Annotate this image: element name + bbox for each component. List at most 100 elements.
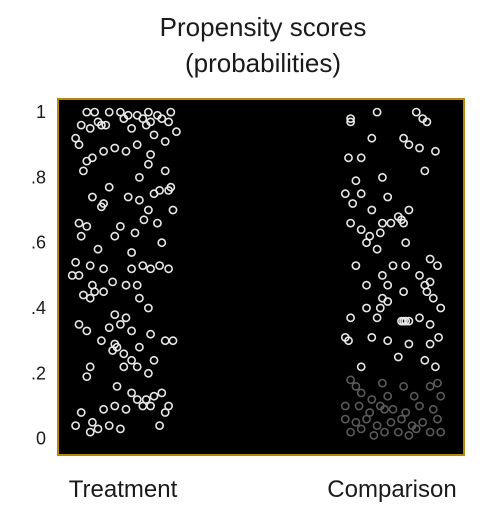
comparison-point bbox=[420, 280, 430, 290]
treatment-point bbox=[141, 120, 151, 130]
treatment-point bbox=[127, 264, 136, 274]
treatment-point bbox=[101, 120, 111, 130]
comparison-point bbox=[388, 261, 398, 270]
comparison-point bbox=[346, 375, 355, 385]
comparison-point bbox=[351, 261, 361, 270]
comparison-point bbox=[415, 143, 424, 153]
treatment-point bbox=[119, 362, 129, 372]
treatment-point bbox=[149, 391, 159, 401]
treatment-point bbox=[152, 218, 162, 228]
treatment-point bbox=[97, 120, 106, 130]
comparison-point bbox=[346, 114, 355, 123]
comparison-point bbox=[356, 362, 366, 372]
treatment-point bbox=[121, 280, 131, 290]
treatment-point bbox=[143, 205, 153, 215]
comparison-point bbox=[380, 427, 389, 437]
comparison-point bbox=[351, 176, 361, 186]
treatment-point bbox=[116, 424, 125, 434]
comparison-point bbox=[420, 166, 430, 176]
treatment-point bbox=[143, 107, 153, 117]
category-label-treatment: Treatment bbox=[69, 476, 178, 503]
comparison-point bbox=[372, 107, 382, 117]
treatment-point bbox=[123, 192, 133, 202]
comparison-point bbox=[383, 297, 393, 306]
treatment-point bbox=[143, 159, 153, 169]
comparison-point bbox=[375, 228, 385, 238]
comparison-point bbox=[354, 401, 364, 411]
comparison-point bbox=[399, 218, 408, 228]
comparison-point bbox=[436, 391, 446, 401]
treatment-point bbox=[121, 146, 131, 156]
treatment-point bbox=[116, 319, 125, 329]
comparison-point bbox=[433, 378, 442, 388]
treatment-point bbox=[76, 120, 86, 130]
treatment-point bbox=[127, 355, 136, 365]
y-tick-label: 0 bbox=[36, 429, 46, 449]
comparison-point bbox=[380, 404, 389, 414]
comparison-point bbox=[344, 336, 353, 346]
treatment-point bbox=[132, 362, 142, 372]
treatment-point bbox=[74, 319, 84, 329]
treatment-point bbox=[146, 401, 155, 411]
comparison-point bbox=[418, 417, 428, 427]
comparison-point bbox=[430, 362, 440, 372]
points-layer bbox=[67, 107, 446, 440]
comparison-point bbox=[369, 430, 379, 440]
treatment-point bbox=[110, 231, 120, 241]
comparison-point bbox=[356, 388, 366, 398]
treatment-point bbox=[134, 172, 144, 182]
comparison-point bbox=[344, 153, 353, 163]
treatment-point bbox=[85, 293, 95, 303]
treatment-point bbox=[121, 404, 131, 414]
treatment-point bbox=[85, 123, 95, 133]
treatment-point bbox=[138, 261, 148, 270]
treatment-point bbox=[149, 355, 159, 365]
comparison-point bbox=[351, 381, 361, 391]
treatment-point bbox=[127, 123, 136, 133]
comparison-point bbox=[399, 381, 408, 391]
comparison-point bbox=[401, 316, 411, 326]
comparison-point bbox=[375, 303, 385, 313]
y-tick-label: .4 bbox=[31, 298, 46, 318]
comparison-point bbox=[425, 381, 435, 391]
comparison-point bbox=[348, 199, 358, 208]
treatment-point bbox=[90, 287, 99, 297]
treatment-point bbox=[146, 329, 155, 339]
treatment-point bbox=[127, 248, 136, 257]
comparison-point bbox=[372, 313, 382, 323]
treatment-point bbox=[104, 323, 114, 332]
comparison-point bbox=[362, 280, 371, 290]
comparison-point bbox=[425, 254, 435, 264]
treatment-point bbox=[82, 372, 92, 381]
comparison-point bbox=[404, 316, 414, 326]
treatment-point bbox=[99, 264, 108, 274]
treatment-point bbox=[85, 427, 95, 437]
comparison-point bbox=[388, 404, 398, 414]
comparison-point bbox=[422, 117, 432, 127]
comparison-point bbox=[372, 421, 382, 430]
comparison-point bbox=[362, 238, 371, 248]
comparison-point bbox=[383, 336, 393, 346]
comparison-point bbox=[356, 225, 366, 234]
comparison-point bbox=[383, 192, 393, 202]
treatment-point bbox=[149, 189, 159, 199]
treatment-point bbox=[160, 408, 170, 417]
treatment-point bbox=[132, 140, 142, 150]
comparison-point bbox=[377, 270, 387, 280]
comparison-point bbox=[415, 270, 424, 280]
y-tick-label: .6 bbox=[31, 233, 46, 253]
comparison-point bbox=[425, 427, 435, 437]
treatment-point bbox=[88, 192, 97, 202]
treatment-point bbox=[93, 424, 103, 434]
treatment-point bbox=[164, 264, 173, 274]
treatment-point bbox=[79, 290, 88, 300]
treatment-point bbox=[85, 362, 95, 372]
treatment-point bbox=[160, 166, 170, 176]
chart-title-line-2: (probabilities) bbox=[185, 48, 341, 78]
treatment-point bbox=[132, 395, 142, 404]
comparison-point bbox=[346, 117, 355, 127]
treatment-point bbox=[71, 421, 80, 430]
treatment-point bbox=[127, 388, 136, 398]
comparison-point bbox=[362, 303, 371, 313]
